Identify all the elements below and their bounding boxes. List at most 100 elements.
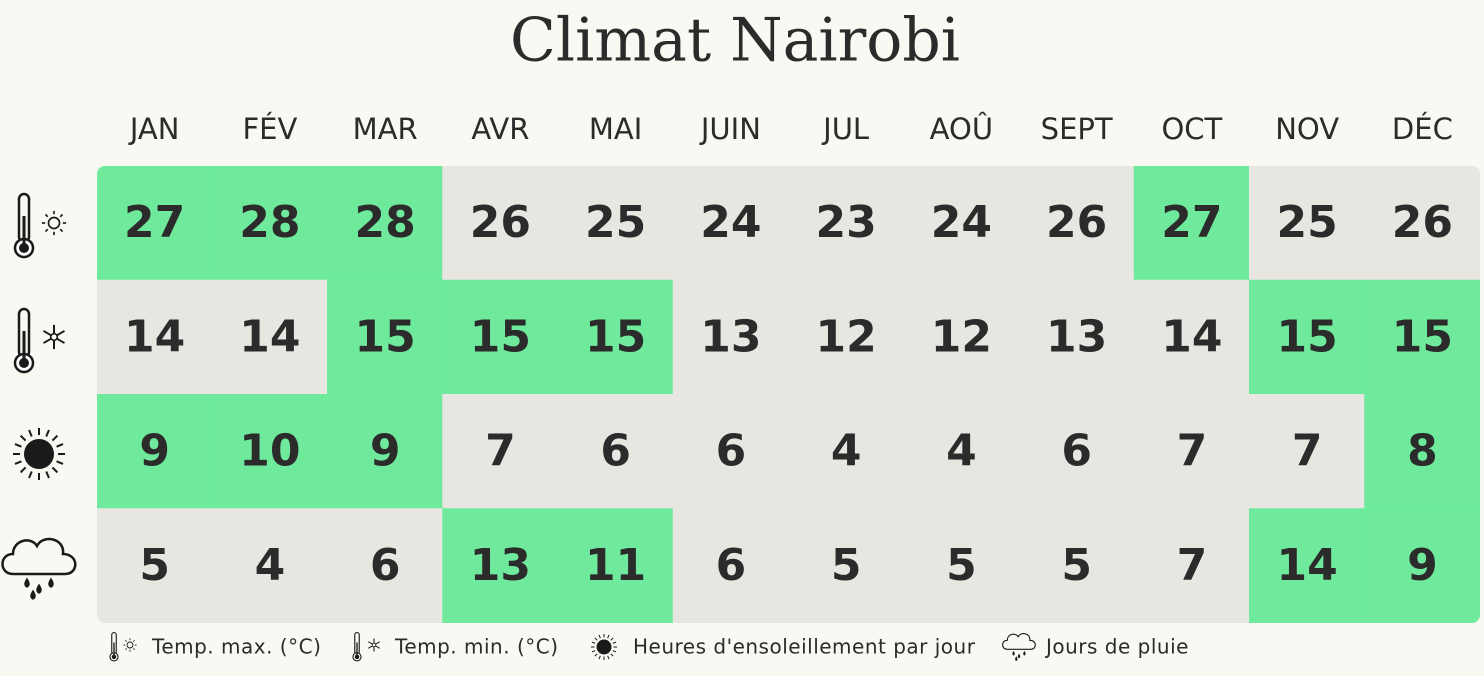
cell-value: 15 <box>1277 311 1338 362</box>
cell-value: 6 <box>600 426 631 477</box>
cell-value: 4 <box>831 426 862 477</box>
thermometer-icon <box>109 632 119 662</box>
month-label: SEPT <box>1041 112 1113 146</box>
cell <box>97 166 213 281</box>
raindrop <box>1017 653 1021 659</box>
cell <box>557 394 674 510</box>
cell-value: 23 <box>816 197 877 248</box>
sun-ray <box>45 471 50 479</box>
sun-ray <box>612 650 617 653</box>
cell <box>788 279 905 395</box>
cell-value: 9 <box>139 426 170 477</box>
sun-ray <box>591 650 596 653</box>
cell-value: 28 <box>355 197 416 248</box>
cell-value: 26 <box>1046 197 1107 248</box>
sun-ray <box>19 434 27 442</box>
month-label: DÉC <box>1392 112 1453 146</box>
sun-icon <box>41 210 67 236</box>
snow-icon <box>43 324 65 350</box>
sun-ray <box>51 466 59 474</box>
sun-icon <box>123 638 137 652</box>
rain-icon <box>1002 633 1036 661</box>
snow-core <box>371 642 377 648</box>
cell <box>1364 394 1480 510</box>
sun-core <box>47 216 61 230</box>
month-label: OCT <box>1161 112 1222 146</box>
month-label: JUL <box>821 112 869 146</box>
cell-value: 6 <box>716 426 747 477</box>
cell <box>327 166 444 281</box>
month-label: MAR <box>353 112 418 146</box>
cell <box>327 394 444 510</box>
thermometer-level <box>113 642 115 656</box>
sun-ray <box>125 648 127 650</box>
cell-value: 7 <box>1177 540 1208 591</box>
cell <box>1018 394 1135 510</box>
cell-value: 27 <box>1161 197 1222 248</box>
cell <box>442 508 559 623</box>
sun-ray <box>59 228 64 233</box>
thermometer-fill <box>19 358 29 368</box>
sun-ray <box>14 443 22 448</box>
cell-value: 14 <box>239 311 300 362</box>
cell <box>1018 279 1135 395</box>
sun-ray <box>594 653 598 657</box>
sun-filled-icon <box>13 428 65 480</box>
cell-value: 26 <box>470 197 531 248</box>
cell-value: 24 <box>700 197 761 248</box>
month-label: FÉV <box>242 112 297 146</box>
sun-ray <box>610 637 614 641</box>
raindrop <box>1015 656 1018 661</box>
cell-value: 14 <box>124 311 185 362</box>
cell <box>442 279 559 395</box>
cell <box>442 166 559 281</box>
cell-value: 6 <box>716 540 747 591</box>
cell <box>1249 279 1366 395</box>
cell <box>442 394 559 510</box>
sun-ray <box>45 429 50 437</box>
raindrop <box>48 577 54 588</box>
cell-value: 11 <box>585 540 646 591</box>
cell-value: 28 <box>239 197 300 248</box>
cell <box>327 508 444 623</box>
cell <box>672 279 789 395</box>
sun-ray <box>607 655 610 660</box>
cell-value: 15 <box>470 311 531 362</box>
thermometer-icon <box>352 632 362 662</box>
cell <box>1018 166 1135 281</box>
cell <box>1249 166 1366 281</box>
thermometer-level <box>356 642 358 656</box>
title: Climat Nairobi <box>510 6 960 76</box>
cell-value: 5 <box>946 540 977 591</box>
cell-value: 7 <box>485 426 516 477</box>
cell-value: 13 <box>1046 311 1107 362</box>
cell-value: 9 <box>1407 540 1438 591</box>
cell-value: 12 <box>931 311 992 362</box>
cell <box>672 394 789 510</box>
raindrop <box>36 583 42 594</box>
cells <box>97 166 1480 623</box>
thermometer-fill <box>111 654 117 660</box>
cell <box>1249 508 1366 623</box>
cell-value: 6 <box>1061 426 1092 477</box>
thermometer-fill <box>19 243 29 253</box>
cell-value: 13 <box>700 311 761 362</box>
cell <box>557 279 674 395</box>
sun-ray <box>14 460 22 465</box>
sun-ray <box>610 653 614 657</box>
raindrop <box>24 577 30 588</box>
cell <box>1133 394 1250 510</box>
sun-core <box>126 641 134 649</box>
cell <box>903 508 1020 623</box>
cell <box>788 394 905 510</box>
sun-ray <box>607 634 610 639</box>
cell <box>903 279 1020 395</box>
cloud <box>1 537 77 576</box>
cell-value: 24 <box>931 197 992 248</box>
sun-ray <box>28 471 33 479</box>
cell <box>1364 279 1480 395</box>
raindrop <box>30 589 36 600</box>
cell-value: 6 <box>370 540 401 591</box>
month-label: JUIN <box>699 112 761 146</box>
